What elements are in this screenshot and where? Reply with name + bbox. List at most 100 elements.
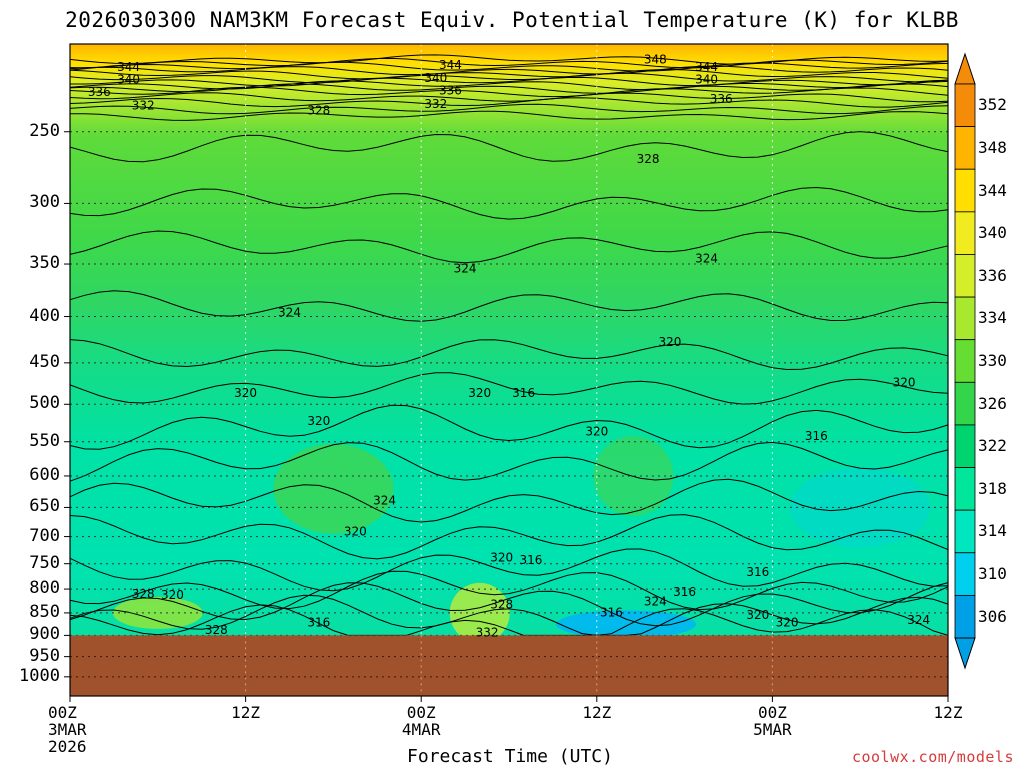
contour-label: 336 — [88, 85, 111, 99]
contour-line — [70, 110, 949, 121]
contour-line — [69, 514, 949, 560]
colorbar-label: 306 — [978, 606, 1007, 626]
chart-title: 2026030300 NAM3KM Forecast Equiv. Potent… — [65, 8, 959, 32]
contour-line — [69, 441, 949, 482]
x-tick-label: 12Z — [582, 703, 612, 722]
y-tick-label: 600 — [29, 464, 60, 485]
contour-label: 340 — [424, 71, 447, 85]
contour-label: 316 — [673, 585, 696, 599]
x-tick-label: 00Z 3MAR 2026 — [48, 703, 87, 756]
colorbar-arrow-top — [954, 52, 976, 85]
colorbar-swatch — [954, 168, 976, 213]
contour-label: 328 — [205, 623, 228, 637]
colorbar-swatch — [954, 381, 976, 426]
contour-label: 316 — [519, 553, 542, 567]
colorbar-swatch — [954, 339, 976, 383]
contour-line — [69, 372, 949, 405]
contour-label: 324 — [644, 595, 667, 609]
contour-label: 324 — [454, 262, 477, 276]
contour-label: 320 — [161, 588, 184, 602]
colorbar-label: 330 — [978, 351, 1007, 370]
colorbar-swatch — [954, 211, 976, 255]
y-tick-label: 850 — [29, 601, 60, 622]
y-tick-label: 750 — [29, 552, 60, 573]
cool-pocket-mid — [790, 467, 931, 548]
contour-line — [69, 604, 949, 636]
contour-line — [69, 582, 949, 627]
colorbar-label: 334 — [978, 308, 1007, 328]
contour-line — [69, 478, 949, 523]
contour-label: 332 — [476, 625, 499, 639]
colorbar-arrow-bottom — [954, 637, 976, 670]
contour-line — [69, 92, 949, 103]
contour-label: 320 — [234, 386, 257, 400]
contour-label: 320 — [659, 335, 682, 349]
contour-label: 340 — [695, 73, 718, 87]
x-tick-label: 12Z — [231, 703, 261, 722]
contour-line — [69, 570, 949, 611]
contour-label: 320 — [585, 425, 608, 439]
colorbar-swatch — [954, 552, 976, 596]
x-axis-title: Forecast Time (UTC) — [407, 746, 613, 767]
y-tick-label: 300 — [29, 192, 60, 213]
y-tick-label: 250 — [29, 120, 60, 141]
colorbar-swatch — [954, 594, 976, 639]
contour-label: 324 — [278, 306, 301, 320]
contour-label: 316 — [746, 565, 769, 579]
contour-label: 332 — [132, 99, 155, 113]
contour-label: 328 — [490, 597, 513, 611]
y-tick-label: 950 — [29, 645, 60, 666]
y-tick-label: 400 — [29, 305, 60, 326]
colorbar-swatch — [954, 83, 976, 128]
contour-label: 336 — [439, 83, 462, 97]
contour-line — [69, 103, 949, 115]
contour-line — [69, 230, 949, 264]
contour-label: 316 — [307, 616, 330, 630]
contour-label: 344 — [439, 58, 462, 72]
colorbar-label: 322 — [978, 436, 1007, 456]
contour-label: 320 — [490, 550, 513, 564]
contour-line — [69, 97, 949, 108]
contour-line — [69, 68, 949, 80]
warm-pocket-low-2 — [112, 596, 203, 629]
colorbar-label: 344 — [978, 180, 1007, 200]
contour-line — [69, 83, 949, 94]
contour-label: 324 — [907, 613, 930, 627]
contour-line — [69, 57, 949, 69]
y-tick-label: 650 — [29, 496, 60, 517]
colorbar-swatch — [954, 509, 976, 554]
contour-line — [69, 186, 949, 220]
colorbar-swatch — [954, 296, 976, 341]
y-tick-label: 550 — [29, 430, 60, 451]
contour-label: 320 — [893, 375, 916, 389]
contour-label: 328 — [132, 587, 155, 601]
contour-line — [69, 72, 949, 84]
y-tick-label: 800 — [29, 578, 60, 599]
contour-line — [69, 404, 949, 450]
y-tick-label: 900 — [29, 624, 60, 645]
contour-line — [69, 594, 949, 636]
colorbar-swatch — [954, 467, 976, 511]
colorbar-swatch — [954, 126, 976, 170]
x-tick-label: 00Z 5MAR — [753, 703, 792, 739]
credit-link[interactable]: coolwx.com/models — [851, 748, 1014, 766]
colorbar-label: 318 — [978, 478, 1007, 498]
contour-label: 348 — [644, 52, 667, 66]
contour-line — [69, 61, 949, 72]
colorbar-swatch — [954, 424, 976, 468]
colorbar-label: 326 — [978, 393, 1007, 413]
contour-label: 332 — [424, 97, 447, 111]
contour-label: 316 — [805, 429, 828, 443]
contour-label: 340 — [117, 73, 140, 87]
y-tick-label: 450 — [29, 351, 60, 372]
contour-label: 344 — [117, 60, 140, 74]
contour-line — [69, 86, 949, 98]
x-tick-label: 00Z 4MAR — [401, 703, 441, 739]
plot-border — [69, 43, 949, 697]
contour-label: 316 — [512, 386, 535, 400]
colorbar-label: 348 — [978, 137, 1007, 157]
contour-label: 320 — [776, 616, 799, 630]
contour-line — [69, 131, 949, 163]
contour-line — [69, 290, 949, 322]
